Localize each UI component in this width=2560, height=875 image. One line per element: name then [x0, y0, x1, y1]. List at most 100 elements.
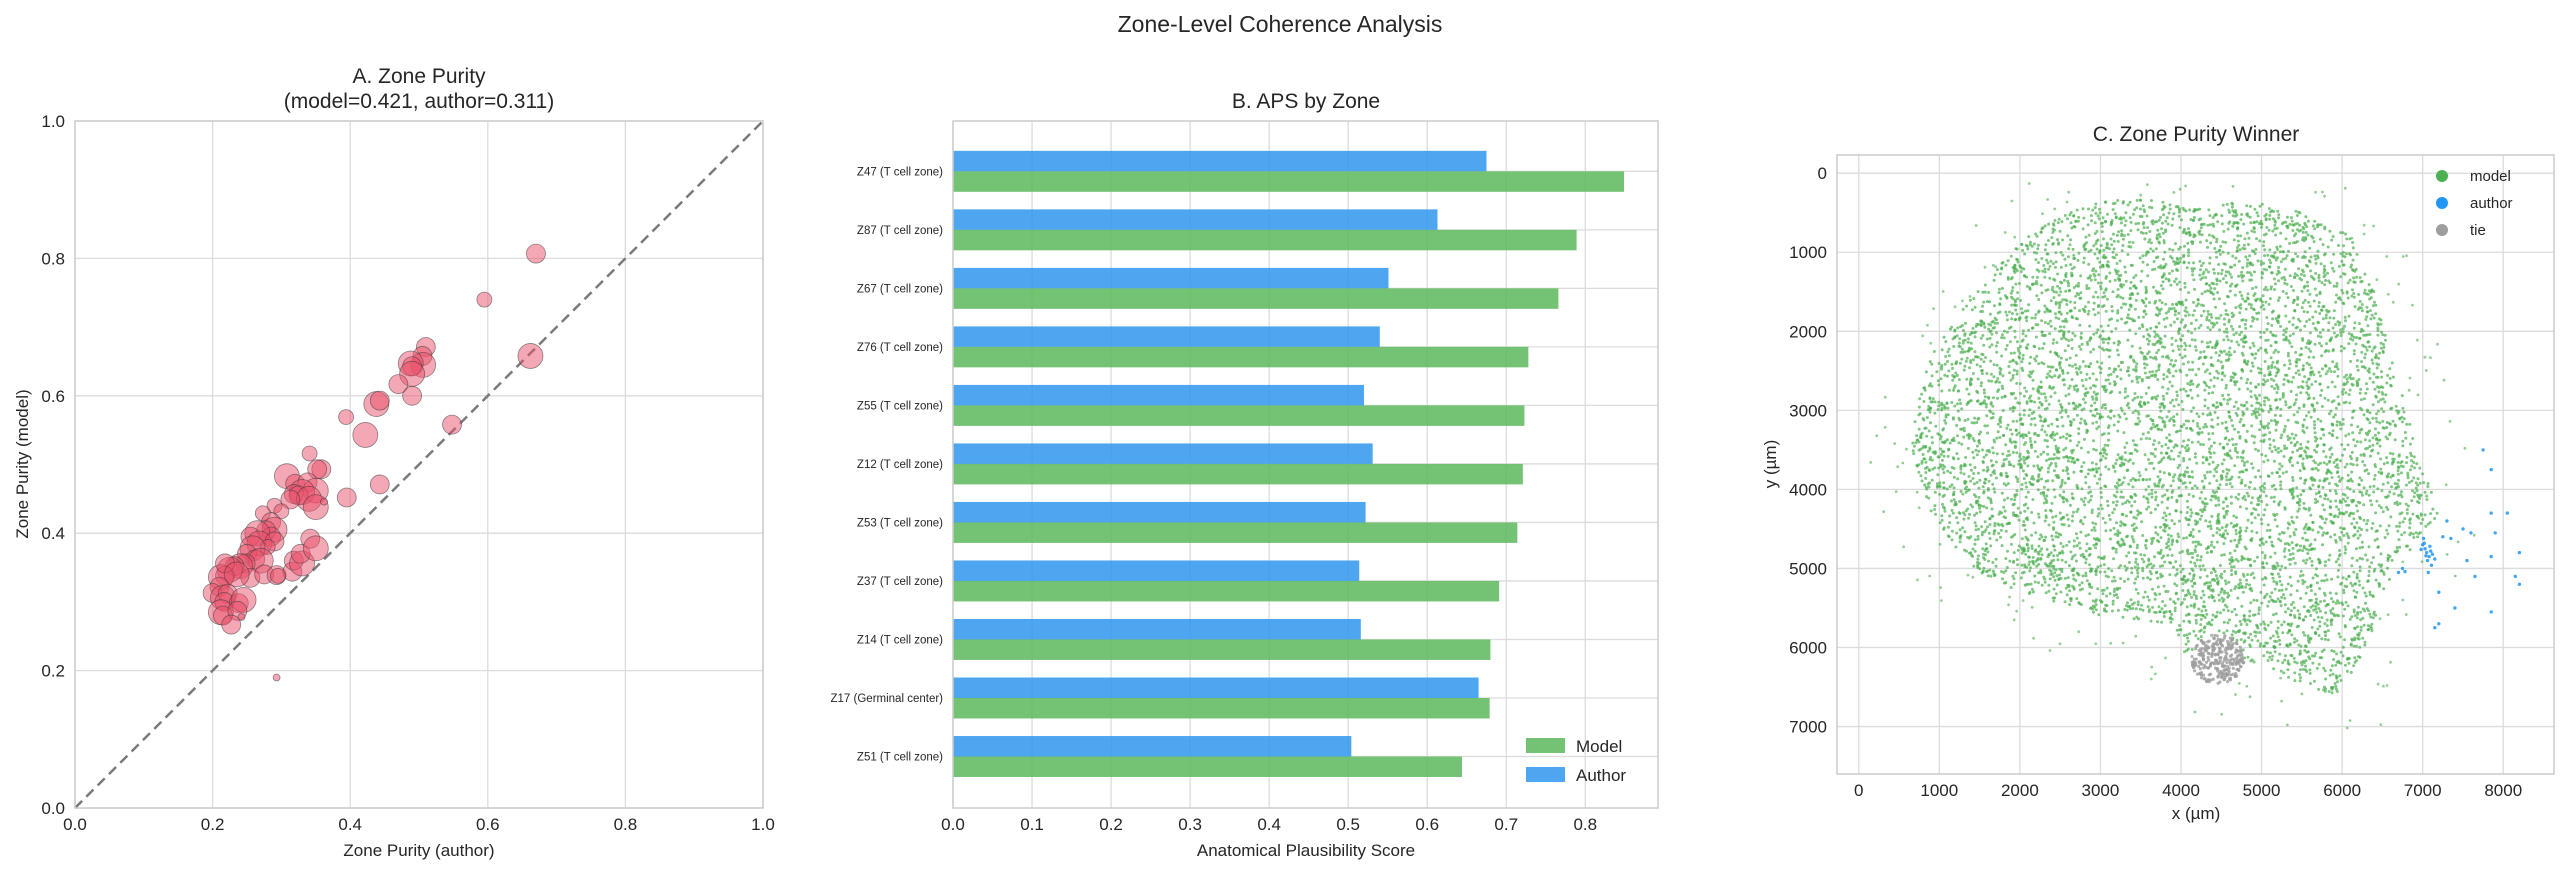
model-point [2243, 237, 2247, 241]
model-point [2118, 415, 2122, 419]
model-point [2034, 258, 2038, 262]
model-point [2085, 542, 2089, 546]
model-point [2199, 223, 2203, 227]
model-point [2033, 417, 2036, 420]
model-point [2029, 582, 2033, 586]
model-point [2398, 545, 2402, 549]
model-point [2154, 490, 2158, 494]
model-point [2174, 339, 2178, 343]
model-point [2210, 346, 2214, 349]
model-point [2120, 234, 2124, 238]
model-point [2126, 366, 2130, 370]
model-point [2359, 398, 2363, 402]
model-point [2302, 544, 2306, 548]
model-point [2262, 307, 2266, 311]
model-point [2274, 423, 2278, 426]
model-point [2134, 516, 2138, 520]
model-point [2363, 463, 2367, 467]
model-point [2115, 503, 2118, 507]
model-point [2043, 430, 2047, 434]
model-point [2294, 527, 2298, 531]
model-point [2323, 622, 2327, 626]
model-point [2287, 548, 2291, 552]
model-point [1982, 556, 1986, 560]
model-point [2375, 366, 2379, 370]
model-point [2092, 526, 2096, 530]
model-point [2147, 559, 2151, 563]
model-point [2311, 483, 2315, 487]
model-point [2324, 560, 2328, 564]
model-point [2034, 232, 2038, 236]
model-point [2075, 544, 2079, 548]
model-point [2046, 470, 2050, 474]
model-point [2067, 402, 2071, 406]
model-point [2094, 290, 2098, 294]
model-point [2423, 490, 2427, 494]
model-point [2425, 498, 2429, 501]
model-point [2096, 256, 2100, 260]
model-point [2124, 270, 2128, 274]
model-point [2337, 323, 2341, 327]
model-point [2390, 558, 2394, 562]
model-point [2057, 217, 2061, 221]
model-point [2034, 359, 2038, 363]
zone-label: Z17 (Germinal center) [831, 693, 944, 705]
model-point [2091, 599, 2095, 603]
model-point [2392, 492, 2396, 496]
model-point [2146, 250, 2150, 254]
model-point [2141, 432, 2145, 436]
model-point [2015, 381, 2019, 385]
model-point [2233, 293, 2237, 297]
model-point [2334, 458, 2338, 462]
model-point [2336, 599, 2339, 603]
model-point [2283, 547, 2287, 551]
model-point [2354, 547, 2358, 551]
model-point [2310, 626, 2314, 629]
model-point [2044, 243, 2048, 247]
model-point [2344, 252, 2348, 256]
model-point [2417, 495, 2420, 499]
model-point [2273, 487, 2277, 491]
model-point [2396, 460, 2400, 464]
model-point [2198, 259, 2202, 263]
model-point [2067, 289, 2071, 293]
model-point [2389, 515, 2393, 519]
model-point [2229, 521, 2233, 525]
model-point [2362, 486, 2366, 490]
author-bar [953, 384, 1364, 406]
model-point [2314, 497, 2317, 501]
model-point [2223, 591, 2226, 595]
model-point [2312, 420, 2316, 423]
model-point [2120, 249, 2124, 253]
model-point [2031, 475, 2035, 479]
model-point [2154, 531, 2158, 535]
model-point [2256, 366, 2260, 370]
model-point [2122, 216, 2126, 220]
model-point [2150, 488, 2154, 492]
model-point [2077, 345, 2081, 348]
model-point [2351, 416, 2354, 420]
model-point [2204, 282, 2208, 286]
model-point [2052, 587, 2056, 591]
model-point [2408, 468, 2412, 472]
model-point [2358, 336, 2362, 340]
model-point [2265, 529, 2269, 532]
model-point [2405, 511, 2409, 515]
model-point [2381, 482, 2385, 486]
model-point [2346, 296, 2350, 300]
model-point [2259, 260, 2263, 263]
model-point [2037, 581, 2040, 585]
model-point [1922, 418, 1926, 422]
model-point [2288, 575, 2292, 579]
model-point [1977, 554, 1980, 558]
model-point [2319, 335, 2323, 339]
model-point [2192, 590, 2196, 594]
model-point [2287, 629, 2291, 632]
model-point [2333, 533, 2337, 537]
model-point [2381, 333, 2385, 337]
model-point [2000, 544, 2004, 548]
model-point [2060, 522, 2064, 526]
model-point [2109, 223, 2113, 227]
model-point [2292, 556, 2295, 560]
model-point [2364, 594, 2368, 598]
